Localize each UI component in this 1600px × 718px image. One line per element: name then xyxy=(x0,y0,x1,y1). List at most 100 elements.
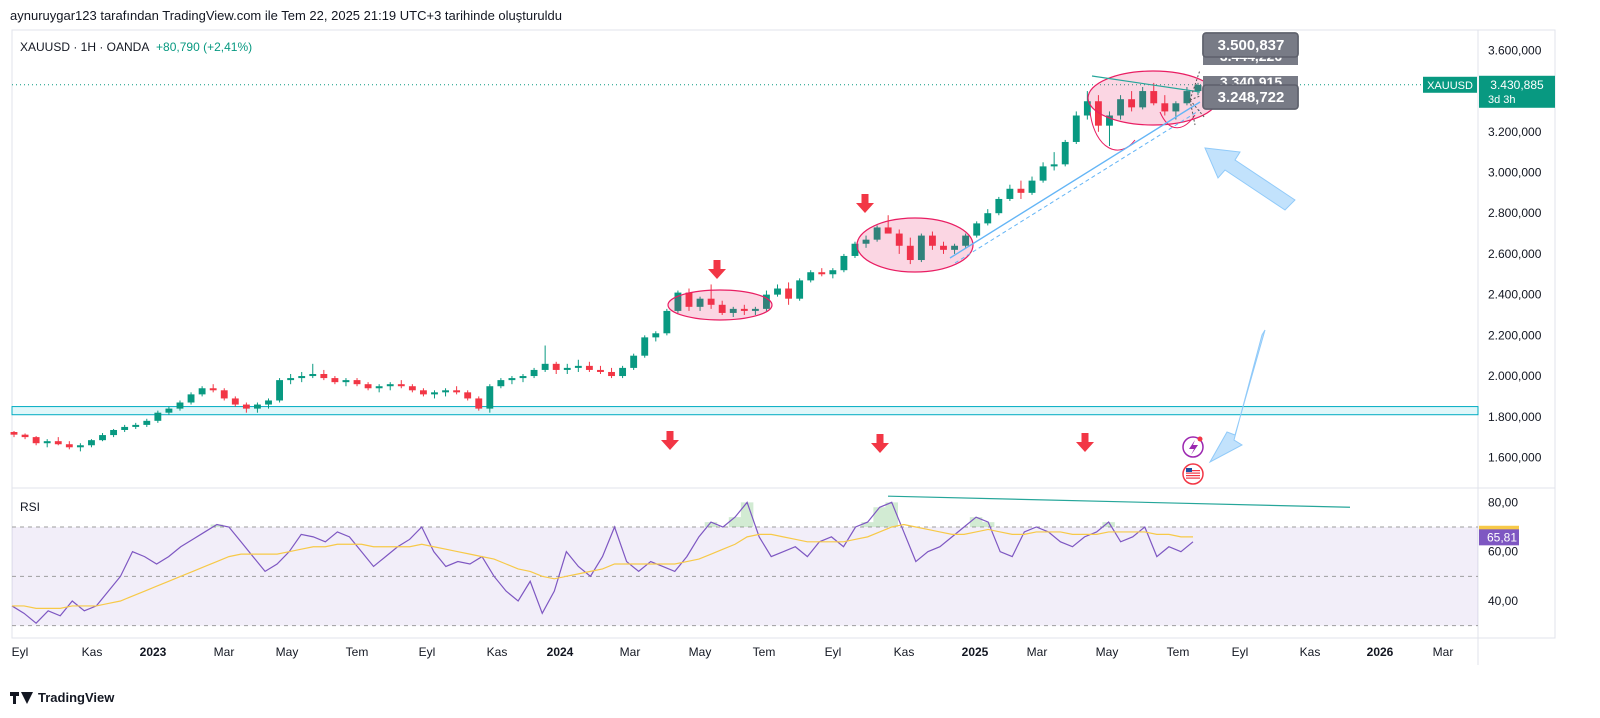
drawings-layer xyxy=(661,69,1296,485)
candle-body xyxy=(353,380,361,385)
candle-body xyxy=(641,337,649,356)
candle-body xyxy=(984,213,992,224)
candle-body xyxy=(386,384,394,387)
candle-body xyxy=(32,437,40,444)
candle-body xyxy=(242,404,250,409)
rsi-value-badge xyxy=(1479,529,1519,546)
candle-body xyxy=(962,235,970,246)
time-tick-label: Mar xyxy=(1027,645,1048,659)
flag-stripe xyxy=(1186,475,1200,477)
candle-body xyxy=(198,388,206,395)
candle-body xyxy=(696,298,704,307)
flag-stripe xyxy=(1186,477,1200,479)
rsi-line xyxy=(11,501,1194,625)
candle-body xyxy=(254,404,261,409)
symbol-change: +80,790 (+2,41%) xyxy=(156,40,253,54)
candle-body xyxy=(751,308,759,311)
event-dot xyxy=(1197,436,1203,442)
price-tick-label: 3.600,000 xyxy=(1488,43,1542,57)
time-tick-label: Eyl xyxy=(825,645,842,659)
candle-body xyxy=(110,429,118,436)
candle-body xyxy=(1039,166,1047,181)
rsi-ma-line xyxy=(12,523,1193,610)
projection-line xyxy=(1189,95,1201,101)
candle-body xyxy=(973,223,981,236)
time-tick-label: Kas xyxy=(894,645,915,659)
symbol-info[interactable]: XAUUSD · 1H · OANDA +80,790 (+2,41%) xyxy=(20,40,252,54)
candle-body xyxy=(364,384,372,389)
candle-body xyxy=(276,380,284,401)
candle-body xyxy=(541,363,549,370)
candle-body xyxy=(663,310,671,334)
down-arrow-head xyxy=(856,203,874,213)
projection-price-label: 3.248,722 xyxy=(1218,89,1285,106)
candle-body xyxy=(121,426,129,430)
candle-body xyxy=(829,270,837,275)
candle-body xyxy=(740,308,748,311)
last-price-badge xyxy=(1479,75,1555,108)
projection-line xyxy=(1189,69,1201,101)
down-arrow-stem xyxy=(666,431,674,440)
candle-body xyxy=(419,390,427,395)
candle-body xyxy=(76,445,84,448)
time-tick-label: Tem xyxy=(346,645,369,659)
rsi-value: 65,81 xyxy=(1487,530,1517,544)
down-arrow-head xyxy=(708,269,726,279)
candle-body xyxy=(54,441,62,445)
candle-body xyxy=(1161,103,1169,112)
candle-body xyxy=(563,367,571,370)
candle-body xyxy=(1183,91,1191,104)
candle-body xyxy=(143,420,151,425)
down-arrow-stem xyxy=(1081,433,1089,442)
blue-arrow-up xyxy=(1204,147,1296,211)
candle-body xyxy=(486,386,494,409)
inner-arc xyxy=(1159,111,1196,129)
candle-body xyxy=(796,280,804,299)
last-price-symbol-badge xyxy=(1423,76,1477,93)
candle-body xyxy=(99,435,106,441)
time-tick-label: Mar xyxy=(214,645,235,659)
candle-body xyxy=(951,245,958,250)
down-arrow-stem xyxy=(713,260,721,269)
candle-body xyxy=(1150,91,1158,104)
price-tick-label: 3.000,000 xyxy=(1488,165,1542,179)
symbol-name: XAUUSD · 1H · OANDA xyxy=(20,40,149,54)
projection-price-box xyxy=(1202,32,1299,58)
tradingview-logo[interactable]: TradingView xyxy=(10,690,114,705)
candle-body xyxy=(287,378,295,381)
time-tick-label: Kas xyxy=(82,645,103,659)
down-arrow-stem xyxy=(861,194,869,203)
candle-body xyxy=(1006,188,1014,199)
rsi-label: RSI xyxy=(20,500,41,514)
last-price-value: 3.430,885 xyxy=(1490,78,1544,92)
last-price-countdown: 3d 3h xyxy=(1488,94,1516,106)
candle-body xyxy=(65,444,73,448)
candle-body xyxy=(320,374,328,379)
candle-body xyxy=(397,384,405,387)
trendline-resistance xyxy=(1091,75,1201,93)
candle-body xyxy=(408,386,416,391)
candle-body xyxy=(431,392,438,395)
time-tick-label: 2023 xyxy=(140,645,167,659)
candle-body xyxy=(729,308,737,313)
candle-body xyxy=(464,392,472,399)
brand-text: TradingView xyxy=(38,690,115,705)
down-arrow-stem xyxy=(876,434,884,443)
candle-body xyxy=(453,390,461,393)
candle-body xyxy=(906,245,914,261)
candle-body xyxy=(1028,180,1036,193)
candle-body xyxy=(1172,103,1180,112)
time-tick-label: Kas xyxy=(487,645,508,659)
candle-body xyxy=(851,243,859,256)
rsi-tick-label: 40,00 xyxy=(1488,594,1518,608)
candle-body xyxy=(265,400,272,405)
candle-body xyxy=(187,394,195,403)
candle-body xyxy=(165,408,173,413)
tradingview-logo-icon xyxy=(10,691,33,704)
candle-body xyxy=(785,288,793,299)
price-tick-label: 2.000,000 xyxy=(1488,369,1542,383)
candle-body xyxy=(1050,164,1058,167)
candle-body xyxy=(342,380,350,383)
grid-layer xyxy=(11,29,1556,665)
